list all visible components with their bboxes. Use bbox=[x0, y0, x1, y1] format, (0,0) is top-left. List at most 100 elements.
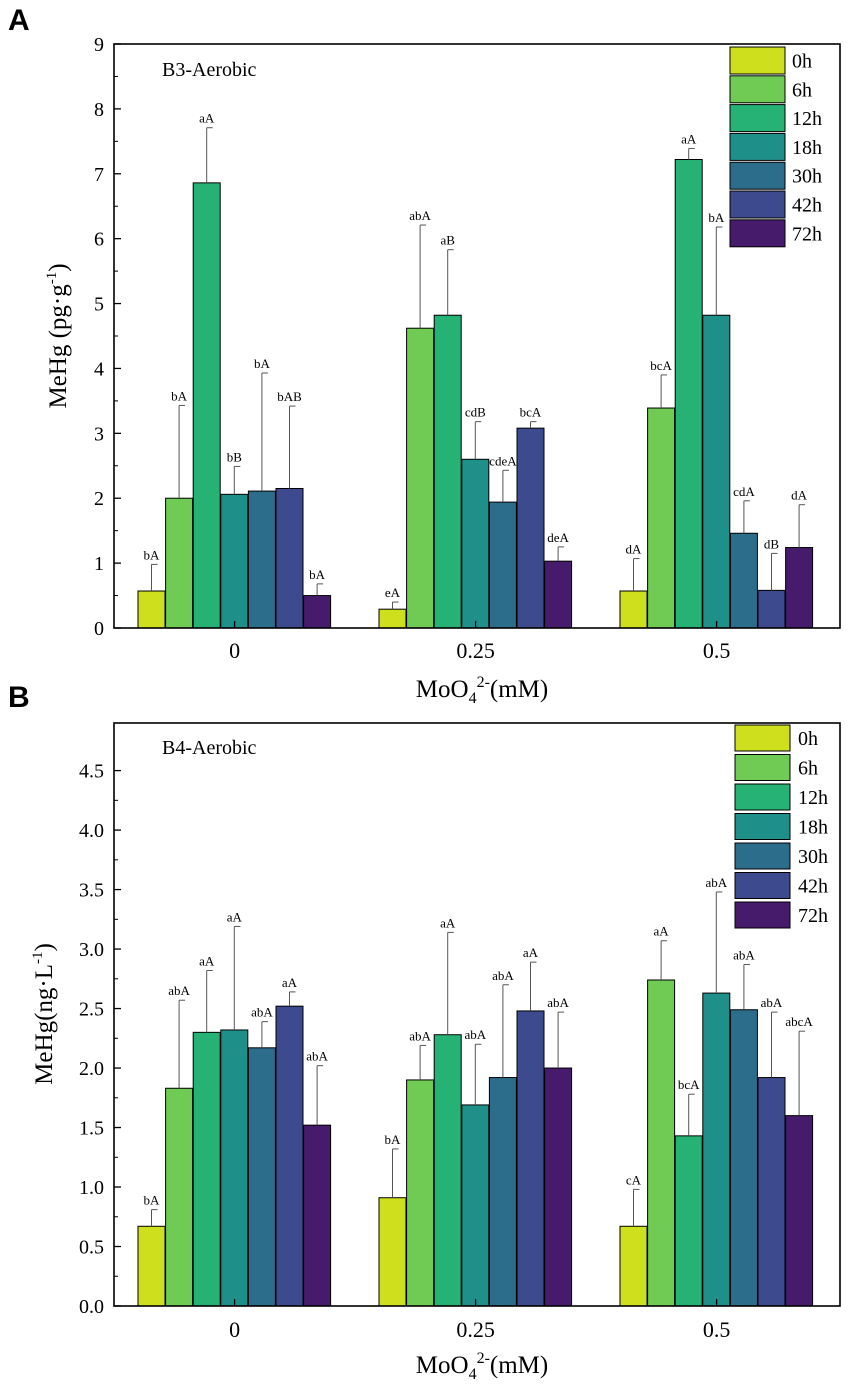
panel-b-x-axis-title-subscript: 4 bbox=[469, 1366, 477, 1383]
panel-b-bar bbox=[785, 1115, 814, 1307]
panel-b-x-axis-title-superscript: 2- bbox=[477, 1350, 490, 1367]
panel-b-bar bbox=[192, 1031, 221, 1307]
panel-b-x-axis-title-base: MoO bbox=[416, 1352, 469, 1379]
panel-a-significance-label: cdeA bbox=[489, 453, 517, 468]
panel-a-y-axis-title: MeHg (pg·g-1) bbox=[44, 263, 72, 408]
panel-a-legend-label: 30h bbox=[792, 166, 822, 188]
panel-a-significance-label: eA bbox=[385, 585, 401, 600]
panel-a-y-tick-label: 2 bbox=[94, 488, 104, 510]
panel-a-bar bbox=[516, 427, 545, 629]
panel-b-title: B4-Aerobic bbox=[162, 737, 257, 759]
panel-b-x-tick-label: 0.5 bbox=[703, 1317, 731, 1342]
panel-a-significance-label: cdA bbox=[733, 484, 755, 499]
panel-b-y-tick-label: 0.5 bbox=[79, 1237, 104, 1259]
panel-a-bar bbox=[647, 407, 676, 629]
panel-b-significance-label: aA bbox=[523, 945, 539, 960]
panel-b-bar bbox=[137, 1225, 166, 1307]
panel-b-bar bbox=[461, 1104, 490, 1307]
panel-a-bar bbox=[137, 590, 166, 629]
panel-b-bar bbox=[378, 1197, 407, 1307]
panel-a-bar bbox=[433, 314, 462, 629]
panel-b-bar bbox=[433, 1034, 462, 1307]
panel-b-y-tick-label: 4.5 bbox=[79, 761, 104, 783]
panel-b-bar bbox=[303, 1124, 332, 1307]
panel-b-significance-label: abA bbox=[492, 968, 514, 983]
panel-b-significance-label: abcA bbox=[785, 1014, 813, 1029]
panel-b-bar bbox=[619, 1225, 648, 1307]
panel-a-y-axis-title-base: MeHg (pg·g bbox=[45, 284, 72, 409]
panel-b-significance-label: abA bbox=[761, 995, 783, 1010]
panel-b-y-tick-label: 3.0 bbox=[79, 939, 104, 961]
panel-b-significance-label: abA bbox=[306, 1049, 328, 1064]
panel-b-x-axis-title: MoO42-(mM) bbox=[416, 1350, 548, 1383]
panel-a-x-tick-label: 0.5 bbox=[703, 638, 731, 663]
panel-a-bar bbox=[461, 458, 490, 629]
panel-a-letter: A bbox=[8, 4, 30, 37]
panel-a-significance-label: deA bbox=[547, 530, 569, 545]
panel-a-legend-swatch bbox=[729, 190, 786, 219]
panel-a-bar bbox=[729, 532, 758, 629]
panel-a-bar bbox=[619, 590, 648, 629]
panel-b-legend-swatch bbox=[734, 842, 791, 870]
panel-a-bar bbox=[275, 487, 304, 629]
panel-a-legend-swatch bbox=[729, 104, 786, 133]
panel-b-significance-label: abA bbox=[705, 875, 727, 890]
panel-b-significance-label: abA bbox=[168, 983, 190, 998]
panel-a-x-axis-title: MoO42-(mM) bbox=[416, 674, 548, 707]
panel-a-legend-swatch bbox=[729, 161, 786, 190]
panel-a-x-tick-label: 0.25 bbox=[456, 638, 495, 663]
panel-a-x-axis-title-superscript: 2- bbox=[477, 674, 490, 691]
panel-b-plot-frame bbox=[113, 722, 841, 1307]
panel-b-y-tick-label: 4.0 bbox=[79, 820, 104, 842]
panel-a-legend-swatch bbox=[729, 219, 786, 248]
panel-b-bar bbox=[729, 1009, 758, 1307]
panel-b-y-tick-label: 2.0 bbox=[79, 1058, 104, 1080]
panel-a-y-axis-title-superscript: -1 bbox=[44, 272, 60, 285]
panel-b-legend-label: 12h bbox=[798, 787, 828, 809]
panel-a-significance-label: bcA bbox=[650, 358, 672, 373]
panel-b-x-tick-label: 0.25 bbox=[456, 1317, 495, 1342]
panel-a-y-tick-label: 8 bbox=[94, 99, 104, 121]
panel-b-significance-label: aA bbox=[440, 915, 456, 930]
panel-b-significance-label: bcA bbox=[678, 1077, 700, 1092]
panel-a-legend-label: 42h bbox=[792, 195, 822, 217]
panel-a-bar bbox=[378, 608, 407, 629]
panel-a-legend-label: 18h bbox=[792, 137, 822, 159]
panel-b-y-axis-title-close: ) bbox=[31, 943, 58, 951]
panel-a-x-tick-label: 0 bbox=[229, 638, 240, 663]
panel-b-significance-label: abA bbox=[464, 1027, 486, 1042]
panel-a-y-tick-label: 4 bbox=[94, 358, 104, 380]
panel-b-legend-swatch bbox=[734, 783, 791, 811]
panel-b-legend-label: 6h bbox=[798, 758, 818, 780]
panel-a-y-tick-label: 6 bbox=[94, 229, 104, 251]
panel-a-significance-label: dA bbox=[791, 488, 808, 503]
panel-b-y-tick-label: 3.5 bbox=[79, 880, 104, 902]
panel-b-y-tick-label: 2.5 bbox=[79, 999, 104, 1021]
panel-a-significance-label: bA bbox=[708, 210, 725, 225]
panel-b-x-axis-title-unit: (mM) bbox=[490, 1352, 548, 1379]
panel-a-y-tick-label: 1 bbox=[94, 553, 104, 575]
panel-b-significance-label: abA bbox=[409, 1028, 431, 1043]
panel-b-bar bbox=[516, 1010, 545, 1307]
panel-b-legend-label: 72h bbox=[798, 905, 828, 927]
panel-b-legend-swatch bbox=[734, 901, 791, 929]
panel-b-bar bbox=[247, 1047, 276, 1307]
panel-a-significance-label: aA bbox=[681, 131, 697, 146]
panel-b-bar bbox=[406, 1079, 435, 1307]
panel-b-legend-swatch bbox=[734, 813, 791, 840]
panel-b-y-tick-label: 0.0 bbox=[79, 1296, 104, 1318]
panel-a-x-axis-title-subscript: 4 bbox=[469, 690, 477, 707]
panel-a-x-axis-title-unit: (mM) bbox=[490, 676, 548, 703]
panel-a-bar bbox=[785, 547, 814, 629]
panel-b-y-axis-title-superscript: -1 bbox=[30, 952, 46, 965]
panel-a-bar bbox=[406, 327, 435, 629]
panel-b-bar bbox=[488, 1077, 517, 1307]
panel-a-bar bbox=[192, 182, 221, 629]
panel-a-legend-label: 72h bbox=[792, 223, 822, 245]
panel-a-legend-swatch bbox=[729, 46, 786, 75]
panel-b-y-tick-label: 1.0 bbox=[79, 1177, 104, 1199]
panel-a-legend-swatch bbox=[729, 132, 786, 161]
panel-a-y-tick-label: 5 bbox=[94, 294, 104, 316]
panel-a-legend-swatch bbox=[729, 75, 786, 104]
